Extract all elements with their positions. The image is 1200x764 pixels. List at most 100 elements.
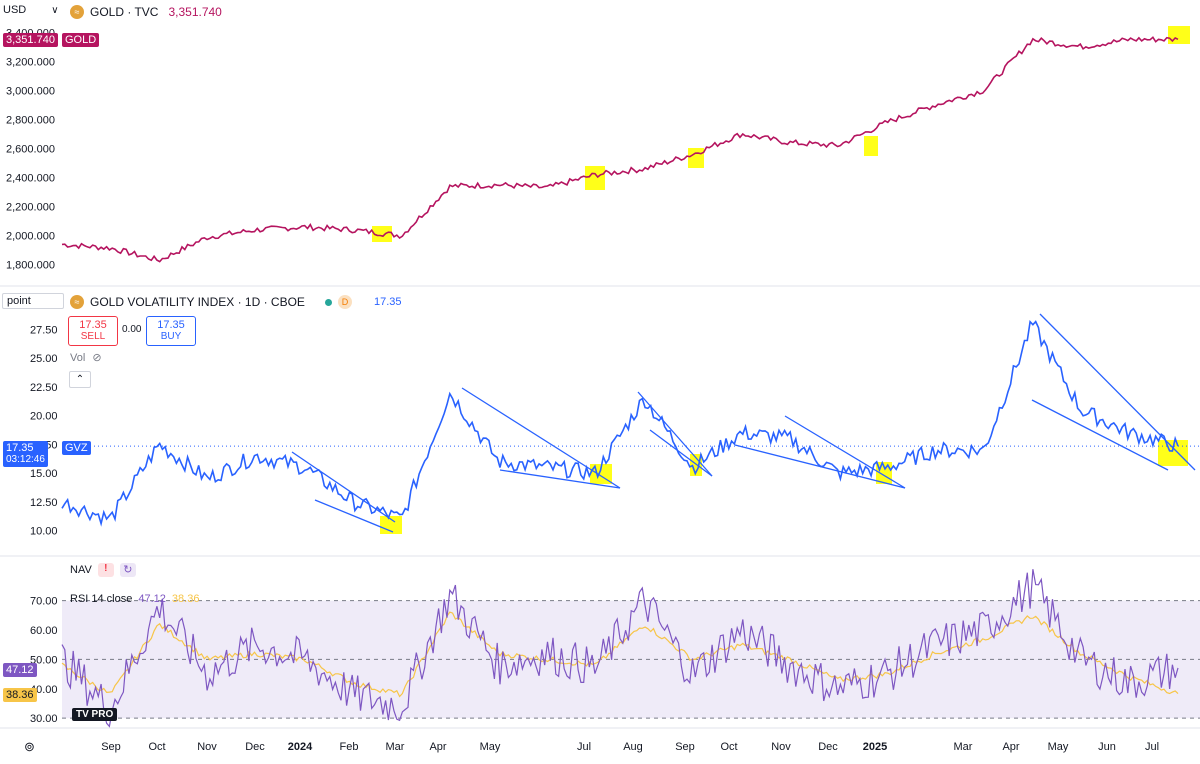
gold-price-line	[61, 36, 1179, 263]
rsi-line	[61, 569, 1179, 728]
gold-symbol-tag: GOLD	[62, 33, 100, 47]
gold-price-tag: 3,351.740	[3, 33, 58, 47]
gold-y-tick: 2,800.000	[6, 114, 55, 126]
gvz-unit-selector[interactable]: point	[2, 293, 64, 309]
trendline	[734, 444, 906, 489]
nav-legend[interactable]: NAV ! ↻	[70, 563, 136, 577]
alert-icon[interactable]: !	[97, 563, 114, 577]
x-axis-label: Oct	[148, 741, 165, 753]
gold-legend[interactable]: ≈ GOLD · TVC 3,351.740	[70, 5, 222, 19]
x-axis-label: Mar	[386, 741, 405, 753]
x-axis-label: Nov	[771, 741, 791, 753]
gvz-y-tick: 20.00	[30, 411, 58, 423]
x-axis-label: Sep	[675, 741, 695, 753]
gvz-y-tick: 15.00	[30, 468, 58, 480]
x-axis-label: Apr	[429, 741, 446, 753]
trendline	[1039, 313, 1196, 471]
gold-tag-value: 3,351.740	[6, 34, 55, 46]
currency-label: USD	[3, 4, 27, 16]
trendline	[784, 415, 906, 489]
buy-label: BUY	[160, 331, 182, 342]
x-axis-label: Mar	[954, 741, 973, 753]
gold-y-tick: 1,800.000	[6, 260, 55, 272]
rsi-ma-value: 38.36	[171, 593, 200, 605]
x-axis-label: Oct	[720, 741, 737, 753]
rsi-y-tick: 70.00	[30, 596, 58, 608]
gold-y-tick: 2,400.000	[6, 173, 55, 185]
gvz-unit-label: point	[7, 295, 31, 307]
gold-last-value: 3,351.740	[168, 5, 222, 19]
rsi-value: 47.12	[138, 593, 166, 605]
refresh-icon[interactable]: ↻	[119, 563, 136, 577]
x-axis-label: May	[1048, 741, 1069, 753]
gvz-legend[interactable]: ≈ GOLD VOLATILITY INDEX · 1D · CBOE D 17…	[70, 295, 401, 309]
gvz-price-tag: 17.35 03:12:46	[3, 441, 48, 467]
x-axis-label: Nov	[197, 741, 217, 753]
eye-off-icon[interactable]: ⊘	[92, 352, 102, 364]
x-axis-label: Jul	[577, 741, 591, 753]
rsi-y-tick: 60.00	[30, 625, 58, 637]
x-axis-label: Jul	[1145, 741, 1159, 753]
rsi-y-tick: 30.00	[30, 713, 58, 725]
delayed-badge: D	[337, 295, 352, 309]
volume-label: Vol	[70, 352, 86, 364]
gvz-last-value: 17.35	[373, 296, 402, 308]
x-axis-label: 2024	[288, 741, 313, 753]
tradingview-logo: TV PRO	[72, 708, 118, 721]
rsi-ma-price-tag: 38.36	[3, 688, 37, 702]
trendline	[291, 451, 396, 523]
x-axis-label: Feb	[340, 741, 359, 753]
chevron-up-icon: ⌃	[75, 374, 85, 385]
collapse-legend-button[interactable]: ⌃	[69, 371, 91, 388]
gvz-tag-value: 17.35	[6, 442, 34, 454]
rsi-y-tick: 50.00	[30, 654, 58, 666]
x-axis-label: May	[480, 741, 501, 753]
gvz-tag-symbol: GVZ	[65, 442, 88, 454]
gvz-y-tick: 12.50	[30, 497, 58, 509]
currency-selector[interactable]: USD ∨	[3, 4, 59, 16]
gvz-tag-timer: 03:12:46	[6, 454, 45, 465]
gold-y-tick: 3,000.000	[6, 85, 55, 97]
buy-button[interactable]: 17.35 BUY	[146, 316, 196, 346]
spread-value: 0.00	[122, 324, 142, 335]
x-axis-label: Dec	[245, 741, 265, 753]
trendline	[499, 469, 621, 489]
sell-button[interactable]: 17.35 SELL	[68, 316, 118, 346]
rsi-tag-value: 47.12	[6, 664, 34, 676]
buy-price: 17.35	[157, 319, 185, 331]
chevron-down-icon: ∨	[51, 5, 59, 16]
rsi-ma-tag-value: 38.36	[6, 689, 34, 701]
nav-label: NAV	[70, 564, 92, 576]
gvz-symbol-tag: GVZ	[62, 441, 91, 455]
gold-y-tick: 3,200.000	[6, 56, 55, 68]
gold-tag-symbol: GOLD	[65, 34, 97, 46]
gvz-y-tick: 22.50	[30, 382, 58, 394]
rsi-legend[interactable]: RSI 14 close 47.12 38.36	[70, 593, 199, 605]
gold-highlight-marker	[1168, 26, 1190, 44]
x-axis-label: Dec	[818, 741, 838, 753]
gvz-y-tick: 25.00	[30, 353, 58, 365]
gvz-y-tick: 10.00	[30, 526, 58, 538]
trendline	[314, 499, 394, 533]
x-axis-label: 2025	[863, 741, 887, 753]
gvz-y-tick: 27.50	[30, 324, 58, 336]
gold-title: GOLD · TVC	[90, 5, 159, 19]
gold-y-tick: 2,600.000	[6, 144, 55, 156]
x-axis-label: Apr	[1002, 741, 1019, 753]
x-axis-label: Aug	[623, 741, 643, 753]
gold-y-tick: 2,200.000	[6, 202, 55, 214]
volume-legend[interactable]: Vol ⊘	[70, 351, 102, 364]
gold-highlight-marker	[372, 226, 392, 242]
market-status-icon	[324, 298, 332, 306]
trendline	[461, 387, 621, 489]
sell-label: SELL	[80, 331, 106, 342]
trendline	[637, 391, 713, 477]
x-axis-label: Sep	[101, 741, 121, 753]
gvz-highlight-marker	[690, 454, 702, 476]
gold-symbol-icon: ≈	[70, 5, 84, 19]
gold-highlight-marker	[864, 136, 878, 156]
rsi-y-tick: 40.00	[30, 684, 58, 696]
x-axis-label: Jun	[1098, 741, 1116, 753]
settings-icon[interactable]: ⊚	[24, 739, 35, 754]
